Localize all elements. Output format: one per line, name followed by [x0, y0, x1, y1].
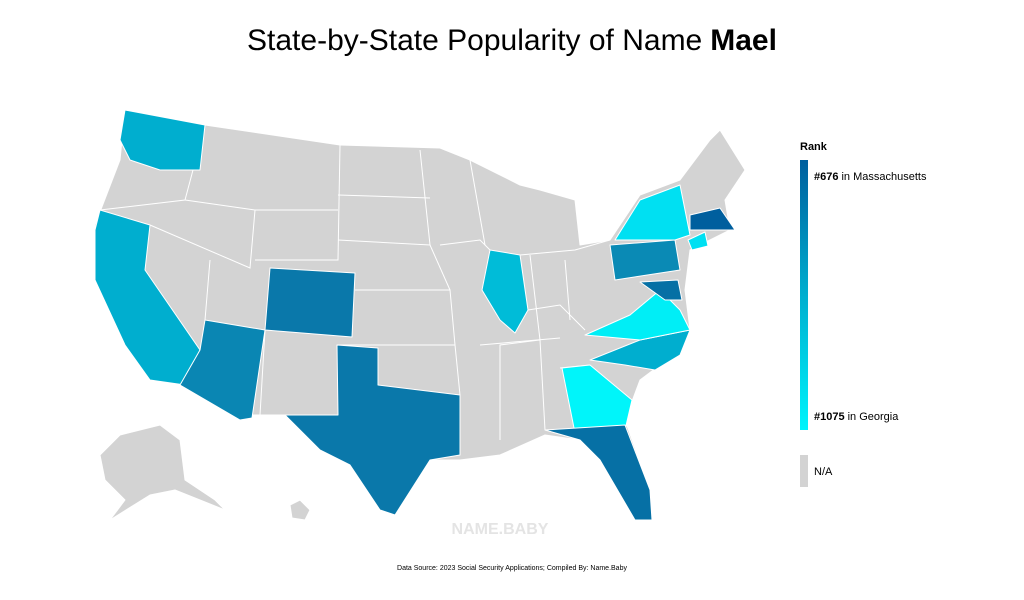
footer: Data Source: 2023 Social Security Applic…: [397, 565, 627, 572]
state-pennsylvania: [609, 239, 681, 281]
state-connecticut: [687, 231, 709, 251]
legend-bottom-label: in Georgia: [848, 411, 900, 423]
legend: Rank #676 in Massachusetts #1075 in Georgi…: [800, 141, 927, 487]
legend-top-label: in Massachusetts: [841, 171, 926, 183]
state-colorado: [264, 267, 356, 338]
title-name: Mael: [710, 24, 777, 57]
legend-colorbar: [800, 160, 808, 430]
state-hawaii: [289, 499, 311, 521]
legend-top-rank: #676: [814, 171, 838, 183]
state-new-york: [614, 184, 691, 241]
state-massachusetts: [689, 207, 736, 231]
state-virginia: [584, 289, 691, 341]
legend-title: Rank: [800, 141, 828, 153]
legend-bottom: #1075 in Georgia: [814, 411, 899, 423]
map: [94, 109, 746, 521]
state-washington: [119, 109, 206, 171]
state-illinois: [481, 249, 529, 334]
state-maryland: [639, 279, 683, 301]
legend-na-swatch: [800, 455, 808, 487]
state-florida: [544, 424, 653, 521]
state-texas: [284, 344, 461, 516]
title-text: State-by-State Popularity of Name: [247, 24, 702, 57]
legend-top: #676 in Massachusetts: [814, 171, 927, 183]
legend-na: N/A: [814, 466, 833, 478]
state-alaska: [99, 424, 226, 521]
legend-bottom-rank: #1075: [814, 411, 845, 423]
state-california: [94, 209, 201, 386]
watermark: NAME.BABY: [452, 521, 549, 538]
title: State-by-State Popularity of Name Mael: [247, 24, 777, 57]
state-georgia: [561, 364, 633, 434]
